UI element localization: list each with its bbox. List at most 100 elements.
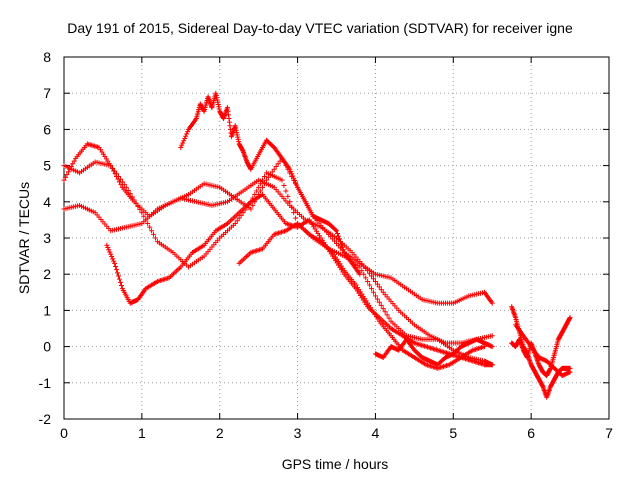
data-point — [114, 267, 120, 273]
data-point — [363, 275, 369, 281]
data-point — [61, 177, 67, 183]
data-point — [114, 171, 120, 177]
series-track-7 — [372, 336, 495, 368]
data-point — [258, 181, 264, 187]
data-point — [283, 188, 289, 194]
data-point — [489, 333, 495, 339]
data-point — [256, 184, 262, 190]
data-point — [489, 344, 495, 350]
data-point — [288, 168, 294, 174]
data-point — [152, 235, 158, 241]
data-point — [179, 142, 185, 148]
y-tick-label: 7 — [43, 85, 51, 101]
data-point — [108, 163, 114, 169]
data-point — [567, 369, 573, 375]
data-point — [121, 182, 127, 188]
data-point — [289, 204, 295, 210]
data-point — [382, 309, 388, 315]
data-point — [370, 289, 376, 295]
data-point — [145, 221, 151, 227]
data-point — [293, 215, 299, 221]
data-point — [127, 191, 133, 197]
data-point — [357, 271, 363, 277]
data-point — [184, 131, 190, 137]
data-point — [334, 228, 339, 234]
y-tick-label: -1 — [39, 375, 52, 391]
data-point — [141, 213, 147, 219]
data-point — [110, 165, 116, 171]
data-point — [372, 278, 378, 284]
data-point — [143, 217, 149, 223]
x-tick-label: 4 — [372, 425, 380, 441]
data-point — [290, 173, 296, 179]
data-point — [151, 231, 157, 237]
data-point — [369, 273, 375, 279]
data-point — [118, 283, 124, 289]
data-point — [117, 279, 123, 285]
data-point — [116, 273, 121, 279]
data-point — [107, 249, 113, 255]
data-point — [369, 286, 375, 292]
data-point — [111, 258, 117, 264]
chart-title: Day 191 of 2015, Sidereal Day-to-day VTE… — [67, 20, 573, 36]
data-point — [139, 210, 145, 216]
data-point — [180, 140, 186, 146]
data-point — [109, 254, 115, 260]
x-tick-label: 5 — [449, 425, 457, 441]
data-point — [110, 256, 116, 262]
data-point — [178, 145, 184, 150]
x-axis-label: GPS time / hours — [281, 456, 389, 472]
data-point — [149, 228, 155, 234]
data-point — [489, 300, 495, 306]
data-point — [365, 278, 371, 284]
y-tick-label: 5 — [43, 158, 51, 174]
data-point — [372, 293, 378, 299]
data-point — [378, 302, 384, 308]
data-point — [293, 180, 299, 186]
data-point — [271, 166, 277, 172]
data-point — [285, 193, 291, 199]
data-point — [260, 177, 266, 183]
data-point — [137, 206, 143, 212]
data-point — [112, 168, 118, 174]
data-point — [291, 175, 297, 181]
data-point — [275, 161, 281, 167]
data-point — [339, 244, 345, 250]
x-tick-label: 0 — [60, 425, 68, 441]
data-point — [250, 202, 256, 208]
data-point — [291, 210, 297, 216]
data-point — [106, 247, 112, 253]
data-point — [236, 215, 242, 221]
data-point — [115, 270, 121, 276]
data-point — [116, 173, 121, 179]
data-point — [183, 133, 189, 139]
x-tick-label: 3 — [294, 425, 302, 441]
data-point — [340, 247, 346, 253]
data-point — [289, 171, 295, 177]
series-track-8 — [509, 304, 573, 400]
data-point — [378, 287, 384, 293]
y-axis-label: SDTVAR / TECUs — [16, 181, 32, 295]
data-point — [376, 299, 382, 305]
data-point — [567, 315, 573, 321]
data-point — [113, 264, 119, 270]
data-point — [334, 230, 340, 236]
data-point — [131, 197, 137, 203]
x-tick-label: 2 — [216, 425, 224, 441]
data-point — [384, 312, 390, 318]
data-point — [333, 227, 339, 233]
series-track-10 — [513, 322, 573, 379]
y-tick-label: 3 — [43, 230, 51, 246]
y-tick-label: 8 — [43, 49, 51, 65]
data-point — [261, 173, 267, 179]
data-point — [105, 245, 111, 251]
data-point — [65, 169, 71, 175]
data-point — [338, 241, 344, 247]
y-tick-label: 0 — [43, 339, 51, 355]
data-point — [294, 182, 300, 188]
data-point — [133, 200, 139, 206]
data-point — [252, 192, 258, 198]
x-tick-label: 6 — [527, 425, 535, 441]
series-track-4 — [104, 192, 495, 368]
y-tick-label: 6 — [43, 121, 51, 137]
